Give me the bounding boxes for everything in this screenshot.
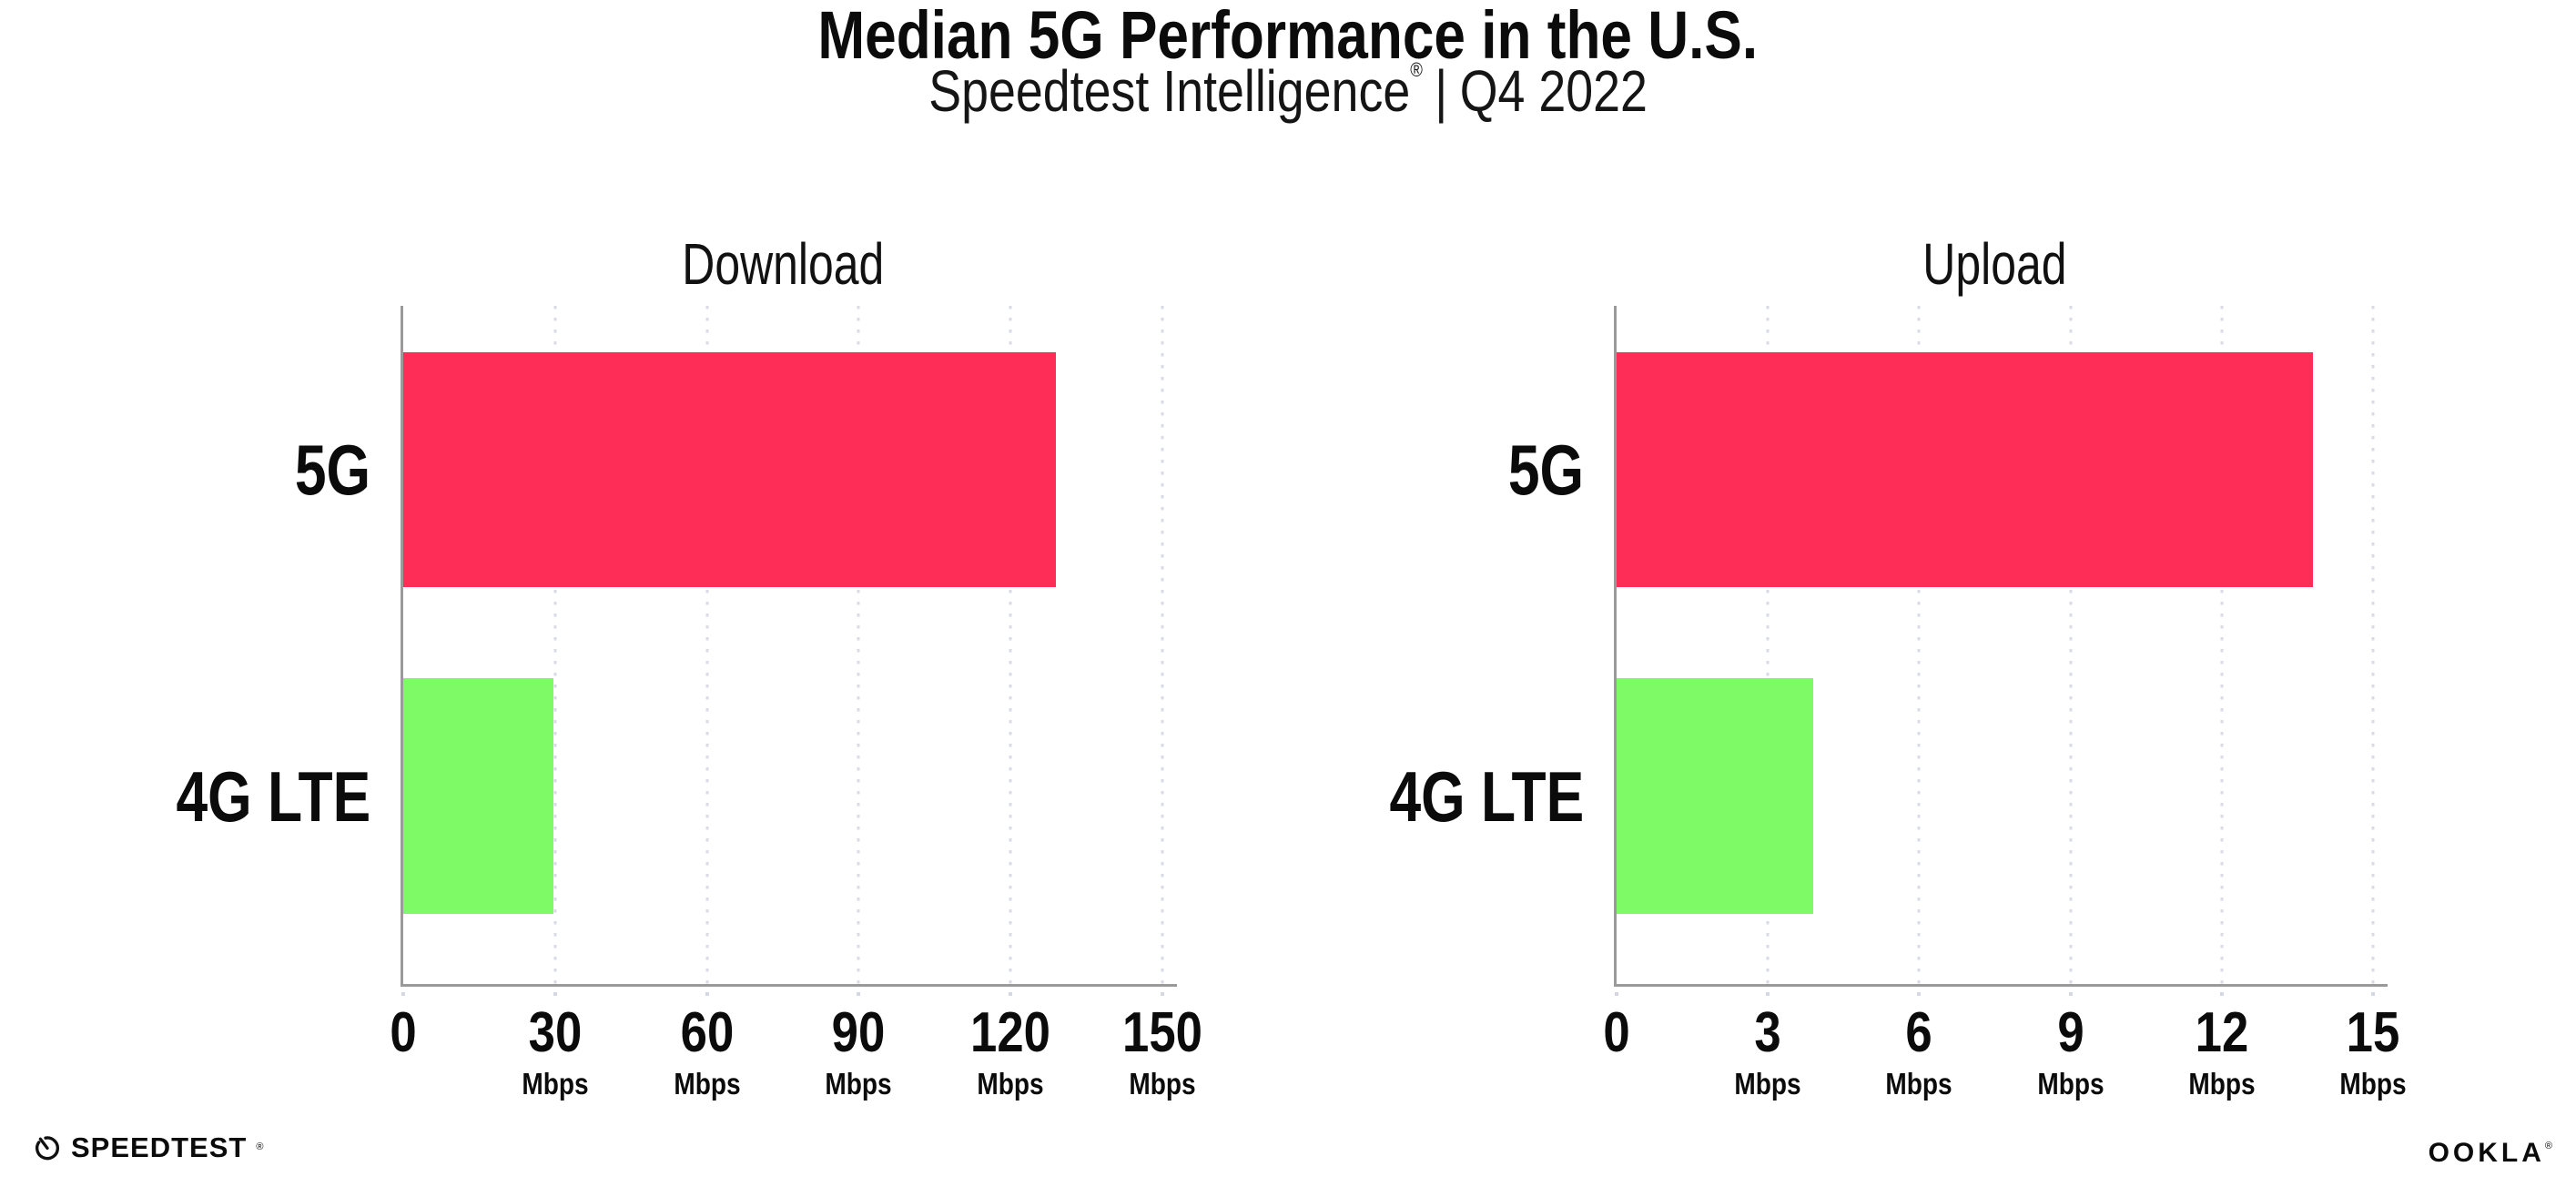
axis-tick-15-upload xyxy=(2371,992,2375,996)
tick-unit-15-upload: Mbps xyxy=(2339,1067,2407,1101)
page-subtitle-text: Speedtest Intelligence® | Q4 2022 xyxy=(928,58,1648,121)
tick-90-download: 90 Mbps xyxy=(825,1001,893,1101)
tick-unit-150-download: Mbps xyxy=(1129,1067,1196,1101)
registered-mark: ® xyxy=(1410,58,1423,81)
tick-150-download: 150 Mbps xyxy=(1122,1001,1202,1101)
gridline-6-upload xyxy=(1917,306,1921,985)
subtitle-brand: Speedtest Intelligence xyxy=(928,58,1411,124)
gridline-120-download xyxy=(1009,306,1012,985)
tick-6-upload: 6 Mbps xyxy=(1885,1001,1953,1101)
bar-4g-lte-download xyxy=(403,677,554,914)
axis-tick-3-upload xyxy=(1766,992,1770,996)
tick-60-download: 60 Mbps xyxy=(673,1001,741,1101)
category-label-5g-download: 5G xyxy=(294,429,370,510)
subtitle-period: Q4 2022 xyxy=(1459,58,1648,124)
bar-5g-upload xyxy=(1617,351,2313,587)
axis-tick-12-upload xyxy=(2219,992,2224,996)
bar-4g-lte-upload xyxy=(1617,677,1814,914)
speedtest-gauge-icon xyxy=(35,1136,59,1161)
tick-label-6-upload: 6 xyxy=(1905,1001,1933,1064)
gridline-150-download xyxy=(1161,306,1164,985)
axis-tick-30-download xyxy=(553,992,557,996)
tick-label-0-upload: 0 xyxy=(1603,1001,1630,1064)
tick-unit-60-download: Mbps xyxy=(673,1067,741,1101)
tick-unit-3-upload: Mbps xyxy=(1734,1067,1801,1101)
page-title-text: Median 5G Performance in the U.S. xyxy=(817,0,1759,73)
tick-label-30-download: 30 xyxy=(528,1001,583,1064)
tick-unit-30-download: Mbps xyxy=(522,1067,589,1101)
gridline-12-upload xyxy=(2220,306,2224,985)
bar-5g-download xyxy=(403,351,1057,587)
axis-tick-120-download xyxy=(1009,992,1013,996)
axis-tick-60-download xyxy=(705,992,709,996)
download-chart-title: Download xyxy=(403,235,1162,293)
gridline-3-upload xyxy=(1766,306,1770,985)
tick-unit-12-upload: Mbps xyxy=(2188,1067,2256,1101)
gridline-60-download xyxy=(705,306,709,985)
tick-unit-6-upload: Mbps xyxy=(1885,1067,1953,1101)
ookla-reg-mark: ® xyxy=(2544,1141,2552,1151)
tick-120-download: 120 Mbps xyxy=(970,1001,1051,1101)
page-subtitle: Speedtest Intelligence® | Q4 2022 xyxy=(0,58,2576,121)
category-label-5g-upload: 5G xyxy=(1507,429,1584,510)
tick-3-upload: 3 Mbps xyxy=(1734,1001,1801,1101)
speedtest-wordmark: SPEEDTEST xyxy=(71,1131,248,1163)
tick-0-download: 0 xyxy=(390,1005,416,1061)
axis-tick-9-upload xyxy=(2068,992,2073,996)
download-chart-title-text: Download xyxy=(681,231,885,297)
upload-chart-title-text: Upload xyxy=(1922,231,2067,297)
tick-9-upload: 9 Mbps xyxy=(2036,1001,2104,1101)
tick-12-upload: 12 Mbps xyxy=(2188,1001,2256,1101)
tick-label-60-download: 60 xyxy=(680,1001,734,1064)
tick-30-download: 30 Mbps xyxy=(522,1001,589,1101)
axis-tick-90-download xyxy=(857,992,861,996)
axis-tick-6-upload xyxy=(1917,992,1922,996)
tick-unit-9-upload: Mbps xyxy=(2036,1067,2104,1101)
gridline-15-upload xyxy=(2371,306,2375,985)
upload-chart-title: Upload xyxy=(1617,235,2373,293)
ookla-wordmark: OOKLA xyxy=(2428,1138,2545,1168)
tick-15-upload: 15 Mbps xyxy=(2339,1001,2407,1101)
tick-label-90-download: 90 xyxy=(832,1001,886,1064)
tick-label-120-download: 120 xyxy=(970,1001,1051,1064)
tick-label-150-download: 150 xyxy=(1122,1001,1202,1064)
tick-label-3-upload: 3 xyxy=(1754,1001,1781,1064)
tick-label-15-upload: 15 xyxy=(2346,1001,2400,1064)
tick-unit-90-download: Mbps xyxy=(825,1067,893,1101)
gridline-30-download xyxy=(553,306,557,985)
axis-tick-0-upload xyxy=(1615,992,1618,996)
ookla-logo: OOKLA® xyxy=(2429,1140,2552,1167)
tick-label-12-upload: 12 xyxy=(2195,1001,2249,1064)
upload-plot-area: 0 3 Mbps 6 Mbps 9 Mbps 12 Mbps 15 Mbps 5G 4G LTE xyxy=(1389,306,2407,1099)
tick-label-0-download: 0 xyxy=(390,1001,417,1064)
category-label-4g-lte-download: 4G LTE xyxy=(176,756,370,837)
gridline-90-download xyxy=(857,306,860,985)
subtitle-separator: | xyxy=(1435,58,1448,124)
speedtest-reg-mark: ® xyxy=(256,1141,264,1152)
axis-tick-0-download xyxy=(401,992,405,996)
gridline-9-upload xyxy=(2069,306,2073,985)
axis-tick-150-download xyxy=(1161,992,1164,996)
page-title: Median 5G Performance in the U.S. xyxy=(0,2,2576,69)
category-label-4g-lte-upload: 4G LTE xyxy=(1389,756,1584,837)
tick-unit-120-download: Mbps xyxy=(977,1067,1044,1101)
speedtest-logo: SPEEDTEST ® xyxy=(33,1132,263,1161)
tick-0-upload: 0 xyxy=(1603,1005,1629,1061)
download-plot-area: 0 30 Mbps 60 Mbps 90 Mbps 120 Mbps 150 Mbps 5G 4G LT… xyxy=(176,306,1202,1099)
tick-label-9-upload: 9 xyxy=(2056,1001,2084,1064)
